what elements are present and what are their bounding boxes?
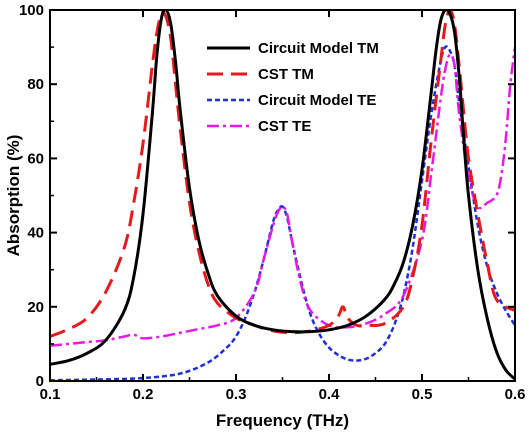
tick-labels: 0.1 0.2 0.3 0.4 0.5 0.6 0 20 40 60 80 100 <box>19 2 525 403</box>
series-line-3 <box>50 46 515 347</box>
legend-label-2: Circuit Model TE <box>258 92 376 109</box>
y-tick-label: 40 <box>27 225 44 242</box>
y-axis-title: Absorption (%) <box>4 135 23 257</box>
y-tick-label: 0 <box>36 373 44 390</box>
x-tick-label: 0.4 <box>319 386 341 403</box>
x-tick-label: 0.1 <box>40 386 61 403</box>
legend-label-3: CST TE <box>258 118 311 135</box>
legend-label-1: CST TM <box>258 66 314 83</box>
series-line-0 <box>50 10 515 381</box>
y-tick-label: 80 <box>27 76 44 93</box>
x-tick-label: 0.5 <box>412 386 433 403</box>
y-tick-label: 60 <box>27 150 44 167</box>
y-tick-label: 20 <box>27 299 44 316</box>
legend-label-0: Circuit Model TM <box>258 40 379 57</box>
x-tick-label: 0.2 <box>133 386 154 403</box>
axis-ticks <box>49 9 516 382</box>
series-line-1 <box>50 10 515 338</box>
x-tick-label: 0.6 <box>505 386 526 403</box>
x-tick-label: 0.3 <box>226 386 247 403</box>
x-axis-title: Frequency (THz) <box>216 411 349 430</box>
plot-lines <box>50 10 515 381</box>
y-tick-label: 100 <box>19 2 44 19</box>
legend: Circuit Model TM CST TM Circuit Model TE CS… <box>207 40 379 135</box>
